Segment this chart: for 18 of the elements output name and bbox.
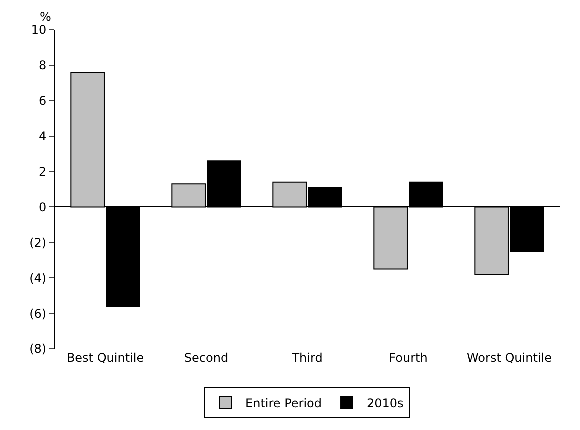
- x-tick-label: Third: [291, 351, 323, 365]
- y-tick-label: 4: [38, 130, 47, 144]
- x-tick-label: Fourth: [389, 351, 428, 365]
- legend-label: 2010s: [367, 396, 404, 410]
- y-tick-label: 10: [31, 23, 47, 38]
- y-tick-label: (6): [30, 306, 47, 321]
- x-tick-label: Second: [184, 351, 229, 365]
- y-tick-label: (8): [30, 342, 47, 356]
- y-tick-label: 6: [38, 94, 47, 108]
- y-tick-label: 2: [38, 164, 47, 179]
- y-axis-title: %: [40, 10, 52, 24]
- y-tick-label: 0: [38, 200, 47, 214]
- x-tick-label: Best Quintile: [66, 351, 144, 365]
- y-tick-label: (4): [30, 271, 47, 286]
- y-tick-label: (2): [30, 236, 47, 250]
- x-tick-label: Worst Quintile: [467, 351, 552, 365]
- y-tick-label: 8: [38, 58, 47, 73]
- legend-label: Entire Period: [246, 396, 322, 410]
